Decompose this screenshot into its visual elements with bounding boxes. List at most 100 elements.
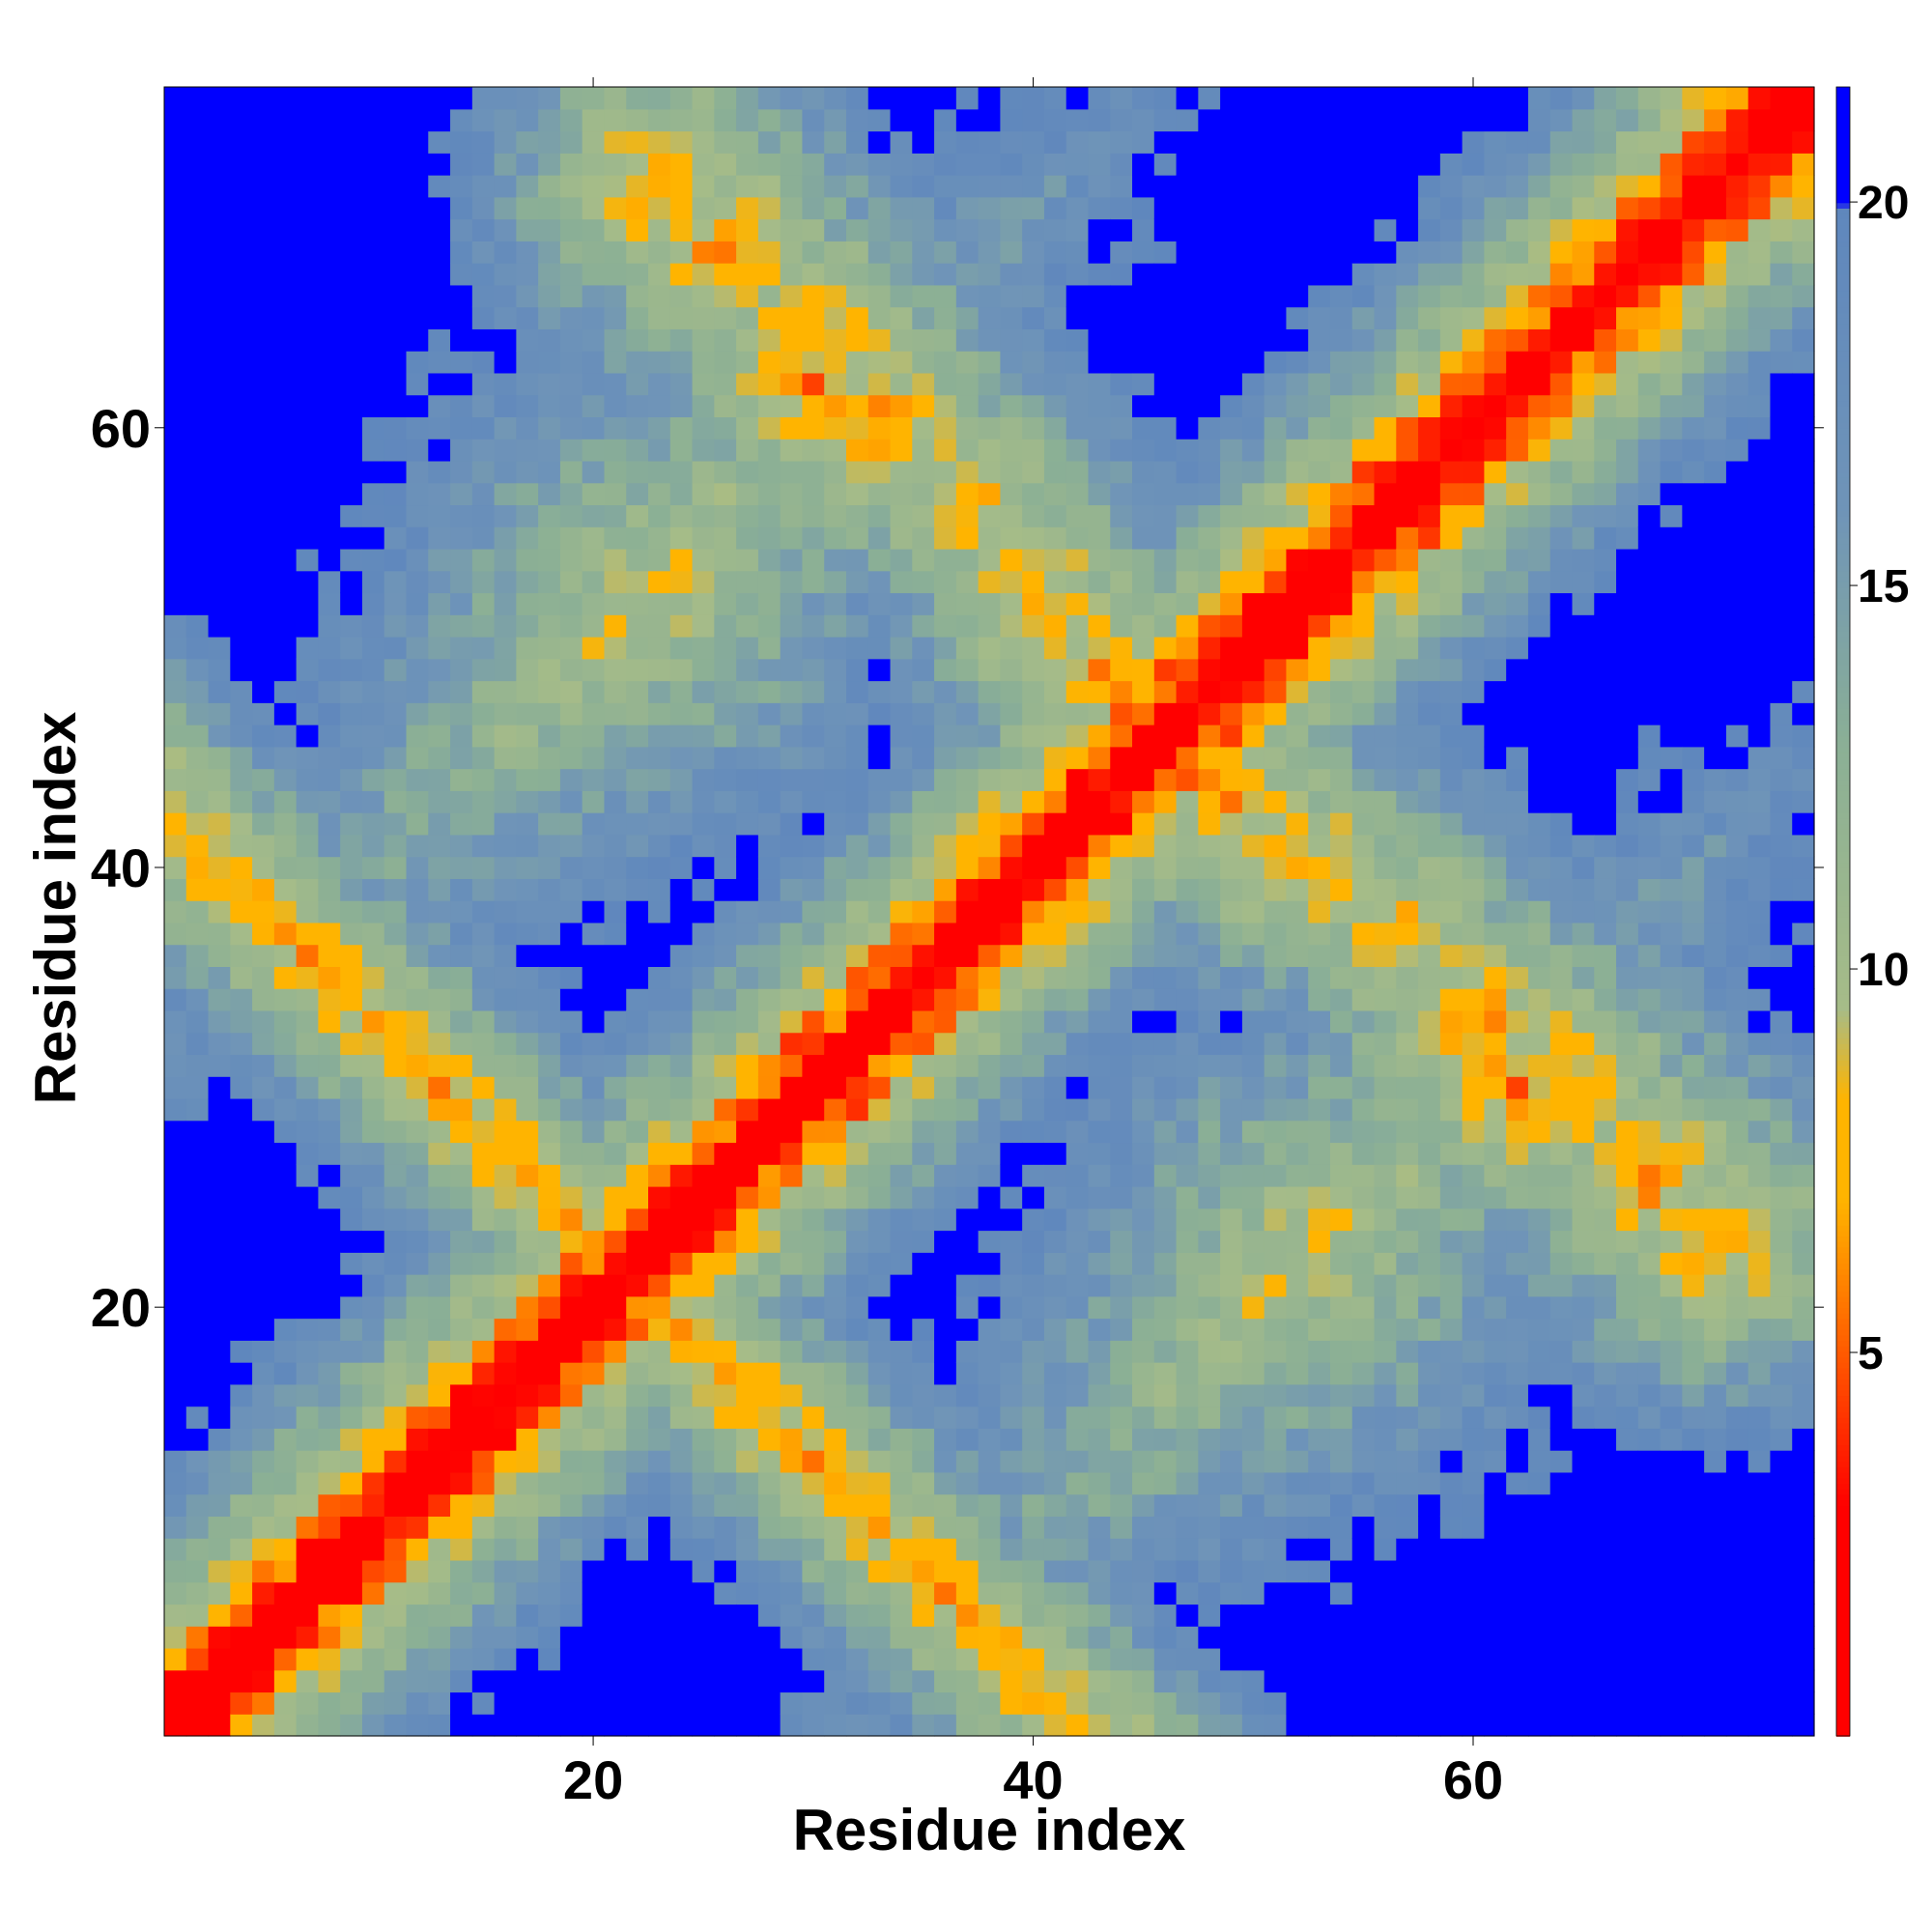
heatmap-cell [1132, 658, 1155, 682]
heatmap-cell [978, 1076, 1001, 1099]
heatmap-cell [450, 153, 473, 176]
heatmap-cell [252, 87, 275, 110]
heatmap-cell [1396, 218, 1419, 242]
heatmap-cell [757, 108, 781, 132]
heatmap-cell [1132, 1208, 1155, 1232]
heatmap-cell [164, 592, 187, 615]
heatmap-cell [1132, 856, 1155, 879]
heatmap-cell [559, 1362, 583, 1385]
heatmap-cell [1132, 1559, 1155, 1583]
heatmap-cell [340, 1054, 363, 1077]
heatmap-cell [252, 130, 275, 154]
heatmap-cell [1308, 1318, 1331, 1341]
heatmap-cell [450, 351, 473, 374]
heatmap-cell [559, 1164, 583, 1187]
heatmap-cell [318, 1626, 341, 1649]
heatmap-cell [1549, 1120, 1574, 1144]
heatmap-cell [1264, 812, 1288, 836]
heatmap-cell [582, 680, 606, 703]
heatmap-cell [1198, 1691, 1221, 1715]
heatmap-cell [669, 175, 694, 198]
heatmap-cell [824, 1164, 847, 1187]
heatmap-cell [1549, 1383, 1574, 1407]
heatmap-cell [406, 263, 429, 286]
heatmap-cell [845, 1142, 869, 1165]
heatmap-cell [867, 439, 892, 462]
heatmap-cell [1439, 504, 1463, 527]
heatmap-cell [1351, 1604, 1376, 1627]
heatmap-cell [736, 1009, 759, 1034]
heatmap-cell [1022, 1076, 1045, 1099]
heatmap-cell [1374, 1516, 1397, 1539]
heatmap-cell [1088, 1538, 1111, 1561]
heatmap-cell [1220, 328, 1243, 352]
heatmap-cell [361, 1471, 385, 1495]
heatmap-cell [1110, 570, 1133, 594]
heatmap-cell [1264, 416, 1288, 440]
heatmap-cell [1594, 658, 1617, 682]
heatmap-cell [1329, 284, 1353, 308]
heatmap-cell [1351, 812, 1376, 836]
heatmap-cell [934, 1669, 957, 1693]
heatmap-cell [406, 504, 429, 527]
heatmap-cell [1022, 1274, 1045, 1297]
heatmap-cell [384, 614, 408, 638]
heatmap-cell [1110, 1428, 1133, 1451]
heatmap-cell [1065, 856, 1090, 879]
heatmap-cell [692, 1647, 715, 1671]
heatmap-cell [802, 87, 825, 110]
heatmap-cell [626, 130, 649, 154]
heatmap-cell [230, 1669, 253, 1693]
heatmap-cell [1110, 1009, 1133, 1034]
heatmap-cell [890, 526, 913, 550]
heatmap-cell [780, 439, 804, 462]
heatmap-cell [1351, 922, 1376, 946]
heatmap-cell [252, 1626, 275, 1649]
heatmap-cell [538, 878, 561, 901]
heatmap-cell [428, 1208, 451, 1232]
heatmap-cell [1374, 637, 1397, 660]
heatmap-cell [736, 526, 759, 550]
heatmap-cell [559, 746, 583, 770]
heatmap-cell [340, 87, 363, 110]
heatmap-cell [296, 196, 320, 220]
heatmap-cell [1439, 637, 1463, 660]
heatmap-cell [1000, 1626, 1023, 1649]
heatmap-cell [1264, 196, 1288, 220]
heatmap-cell [1110, 900, 1133, 923]
heatmap-cell [164, 394, 187, 417]
heatmap-cell [384, 1626, 408, 1649]
heatmap-cell [1022, 1471, 1045, 1495]
heatmap-cell [1594, 416, 1617, 440]
heatmap-cell [955, 1604, 980, 1627]
heatmap-cell [978, 87, 1001, 110]
heatmap-cell [185, 570, 210, 594]
heatmap-cell [340, 1032, 363, 1056]
heatmap-cell [1286, 1406, 1309, 1429]
heatmap-cell [208, 834, 231, 858]
heatmap-cell [1527, 1230, 1551, 1253]
heatmap-cell [516, 922, 539, 946]
heatmap-cell [1484, 263, 1507, 286]
heatmap-cell [604, 1076, 627, 1099]
heatmap-cell [559, 372, 583, 396]
heatmap-cell [1264, 900, 1288, 923]
heatmap-cell [1286, 263, 1309, 286]
heatmap-cell [1351, 1097, 1376, 1122]
heatmap-cell [955, 130, 980, 154]
heatmap-cell [1462, 1714, 1485, 1737]
heatmap-cell [1176, 1493, 1199, 1517]
heatmap-cell [296, 724, 320, 748]
heatmap-cell [1572, 394, 1595, 417]
heatmap-cell [273, 856, 298, 879]
heatmap-cell [582, 1274, 606, 1297]
heatmap-cell [494, 1428, 517, 1451]
heatmap-cell [1462, 988, 1485, 1011]
heatmap-cell [1616, 988, 1639, 1011]
heatmap-cell [1022, 1186, 1045, 1209]
heatmap-cell [164, 1559, 187, 1583]
heatmap-cell [559, 1516, 583, 1539]
heatmap-cell [1065, 1009, 1090, 1034]
heatmap-cell [780, 153, 804, 176]
heatmap-cell [1549, 284, 1574, 308]
